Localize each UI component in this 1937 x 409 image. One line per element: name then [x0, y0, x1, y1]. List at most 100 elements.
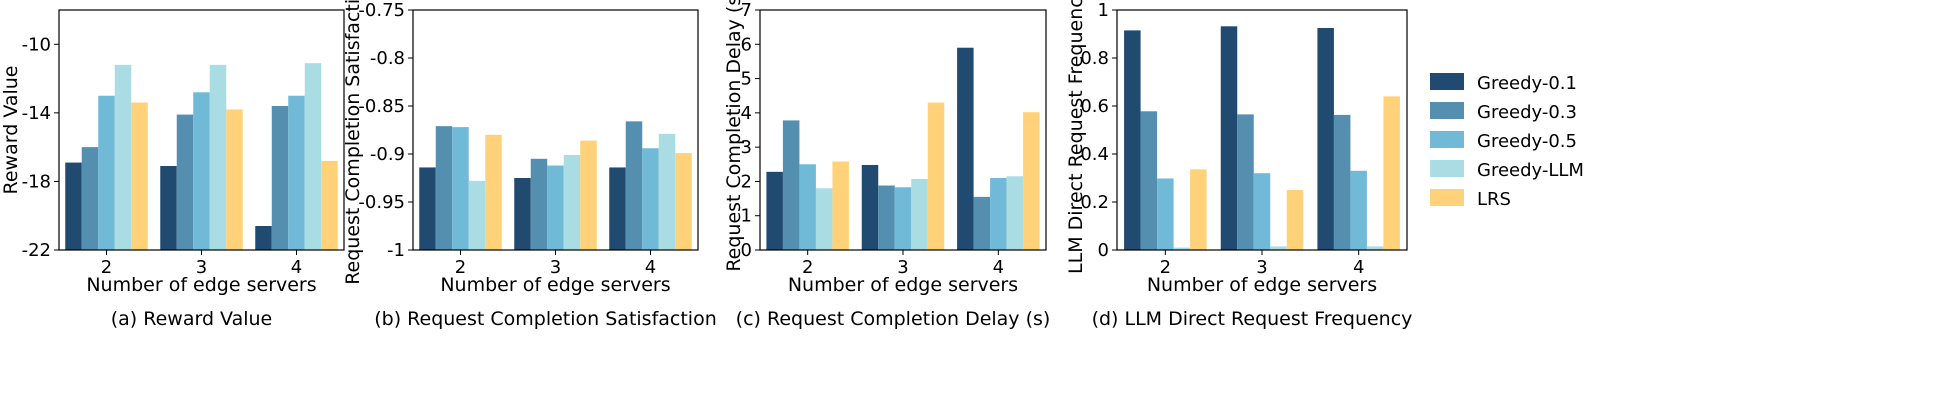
bar-greedy-llm-3: [1270, 246, 1287, 250]
y-tick-label: 2: [741, 171, 752, 192]
bar-greedy-0-1-2: [419, 167, 436, 250]
y-axis-title: Reward Value: [0, 66, 22, 195]
bar-greedy-llm-3: [563, 154, 581, 250]
bar-greedy-llm-4: [1006, 176, 1024, 250]
legend-label: Greedy-0.5: [1477, 131, 1577, 152]
bar-greedy-0-5-3: [547, 165, 564, 250]
bar-greedy-0-5-3: [894, 187, 912, 250]
bar-lrs-4: [321, 160, 338, 250]
legend-swatch: [1430, 189, 1464, 206]
x-tick-label: 2: [1160, 257, 1171, 278]
panel-caption: (b) Request Completion Satisfaction: [374, 308, 717, 330]
y-tick-label: -10: [22, 34, 51, 55]
bar-greedy-0-3-4: [973, 196, 991, 250]
bar-lrs-4: [1383, 96, 1400, 251]
bar-lrs-3: [1286, 190, 1304, 250]
y-tick-label: -0.75: [358, 0, 405, 21]
bar-greedy-0-3-4: [625, 121, 643, 250]
bar-lrs-2: [131, 102, 148, 250]
x-axis-title: Number of edge servers: [788, 274, 1018, 296]
y-axis-title: Request Completion Satisfaction: [342, 0, 364, 285]
bar-greedy-0-1-3: [1220, 26, 1238, 250]
bar-greedy-0-3-2: [435, 126, 453, 250]
bar-greedy-0-5-3: [1253, 173, 1271, 250]
bar-greedy-0-5-4: [1350, 170, 1367, 250]
x-tick-label: 3: [1256, 257, 1267, 278]
bar-greedy-0-3-4: [1333, 114, 1351, 250]
bar-greedy-llm-3: [911, 179, 928, 250]
bar-greedy-llm-2: [1173, 247, 1191, 250]
x-tick-label: 2: [802, 257, 813, 278]
bar-lrs-3: [580, 140, 597, 250]
bar-greedy-0-1-2: [766, 171, 783, 250]
legend-swatch: [1430, 160, 1464, 177]
panel-caption: (c) Request Completion Delay (s): [736, 308, 1051, 330]
x-axis-title: Number of edge servers: [1147, 274, 1377, 296]
bar-greedy-llm-2: [468, 180, 486, 250]
bar-lrs-2: [485, 134, 502, 250]
y-axis-title: LLM Direct Request Frequency: [1065, 0, 1087, 274]
legend-label: Greedy-LLM: [1477, 160, 1584, 181]
bar-lrs-4: [1023, 112, 1040, 251]
y-tick-label: 1: [1098, 0, 1109, 21]
bar-greedy-0-3-3: [530, 158, 548, 250]
bar-lrs-3: [927, 102, 945, 250]
y-tick-label: 0.8: [1080, 48, 1109, 69]
bar-greedy-0-3-3: [1237, 114, 1254, 251]
bar-greedy-0-1-2: [1124, 30, 1141, 251]
y-tick-label: 3: [741, 137, 752, 158]
x-tick-label: 4: [291, 257, 302, 278]
x-tick-label: 3: [550, 257, 561, 278]
legend-swatch: [1430, 102, 1464, 119]
panel-caption: (d) LLM Direct Request Frequency: [1092, 308, 1413, 330]
y-tick-label: -0.8: [370, 48, 405, 69]
x-axis-title: Number of edge servers: [86, 274, 316, 296]
bar-greedy-0-5-3: [193, 92, 210, 251]
bar-greedy-0-3-2: [782, 120, 800, 251]
legend-label: Greedy-0.3: [1477, 102, 1577, 123]
y-tick-label: -1: [387, 240, 405, 261]
legend-label: Greedy-0.1: [1477, 73, 1577, 94]
bar-greedy-0-5-2: [799, 164, 816, 250]
bar-greedy-0-1-3: [160, 166, 177, 250]
legend: Greedy-0.1 Greedy-0.3 Greedy-0.5 Greedy-LLM…: [1430, 73, 1584, 210]
y-tick-label: 4: [741, 103, 752, 124]
bar-greedy-0-1-3: [861, 164, 879, 250]
bar-greedy-llm-4: [304, 63, 322, 251]
bar-greedy-llm-2: [815, 188, 833, 250]
y-tick-label: -14: [22, 103, 51, 124]
bar-greedy-llm-2: [114, 64, 132, 250]
x-tick-label: 4: [1353, 257, 1364, 278]
x-tick-label: 2: [101, 257, 112, 278]
bar-greedy-0-5-4: [990, 178, 1007, 250]
x-axis-title: Number of edge servers: [440, 274, 670, 296]
y-tick-label: 0: [1098, 240, 1109, 261]
bar-lrs-3: [226, 109, 243, 250]
panel-caption: (a) Reward Value: [111, 308, 272, 330]
bar-greedy-llm-4: [1366, 246, 1384, 250]
x-tick-label: 4: [645, 257, 656, 278]
y-tick-label: 0.2: [1080, 192, 1109, 213]
y-tick-label: -22: [22, 240, 51, 261]
y-tick-label: 6: [741, 34, 752, 55]
bar-greedy-llm-3: [209, 64, 227, 250]
bar-greedy-llm-4: [658, 133, 676, 250]
bar-greedy-0-5-4: [288, 95, 305, 250]
bar-greedy-0-1-2: [65, 162, 82, 250]
y-tick-label: 1: [741, 206, 752, 227]
bar-greedy-0-1-4: [255, 226, 272, 250]
y-tick-label: 7: [741, 0, 752, 21]
y-tick-label: -18: [22, 171, 51, 192]
x-tick-label: 3: [196, 257, 207, 278]
bar-greedy-0-3-2: [1140, 111, 1158, 250]
y-tick-label: 0.4: [1080, 144, 1109, 165]
bar-greedy-0-3-4: [271, 106, 289, 250]
bar-greedy-0-1-4: [1317, 28, 1334, 250]
bar-greedy-0-3-2: [81, 147, 99, 250]
bar-greedy-0-3-3: [878, 185, 895, 250]
